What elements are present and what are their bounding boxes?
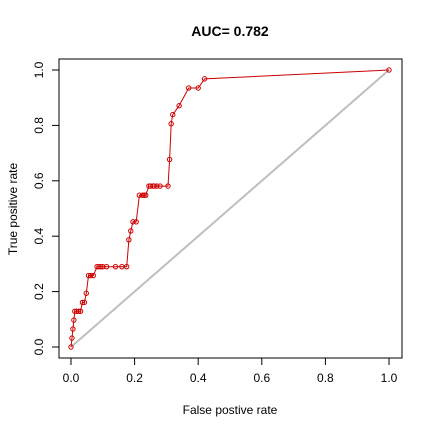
reference-diagonal: [70, 69, 390, 348]
roc-point: [185, 85, 192, 91]
plot-frame: [58, 58, 403, 359]
roc-point: [128, 228, 134, 234]
y-tick-label: 0.4: [32, 228, 46, 245]
roc-point: [70, 326, 76, 332]
roc-point: [100, 263, 106, 270]
roc-point: [195, 85, 201, 91]
roc-point: [94, 263, 100, 270]
x-tick-label: 1.0: [381, 371, 398, 385]
roc-point: [139, 192, 146, 198]
x-tick-label: 0.8: [317, 371, 334, 385]
roc-series: [68, 67, 392, 350]
roc-point: [81, 299, 88, 306]
roc-point: [88, 272, 94, 279]
roc-point: [123, 263, 130, 270]
x-tick-label: 0.6: [253, 371, 270, 385]
y-tick-label: 0.2: [32, 283, 46, 300]
roc-point: [165, 183, 171, 189]
roc-point: [71, 317, 77, 323]
roc-point: [77, 308, 84, 314]
roc-point: [83, 290, 89, 296]
roc-point: [130, 219, 136, 225]
x-axis-label: False postive rate: [183, 403, 278, 417]
roc-point: [96, 263, 102, 270]
roc-point: [143, 192, 149, 198]
roc-point: [126, 237, 132, 243]
y-tick-label: 0.8: [32, 117, 46, 134]
roc-point: [166, 156, 173, 163]
roc-point: [90, 272, 96, 279]
roc-point: [133, 219, 139, 225]
roc-point: [74, 308, 80, 314]
roc-point: [386, 67, 392, 73]
roc-point: [79, 299, 86, 306]
roc-curve: [70, 69, 390, 348]
roc-point: [69, 335, 75, 341]
roc-point: [75, 308, 82, 314]
roc-point: [112, 263, 119, 270]
roc-point: [154, 183, 160, 189]
roc-point: [201, 76, 208, 82]
y-tick-label: 0.6: [32, 172, 46, 189]
roc-point: [141, 192, 147, 198]
x-tick-label: 0.0: [63, 371, 80, 385]
roc-point: [176, 103, 182, 109]
roc-point: [157, 183, 163, 189]
roc-point: [151, 183, 158, 189]
roc-point: [147, 183, 154, 189]
y-axis-label: True positive rate: [6, 163, 20, 256]
x-tick-label: 0.2: [126, 371, 143, 385]
roc-point: [72, 308, 78, 314]
roc-point: [170, 111, 176, 118]
y-tick-label: 0.0: [32, 338, 46, 355]
roc-point: [98, 263, 104, 270]
x-tick-label: 0.4: [190, 371, 207, 385]
roc-point: [68, 344, 74, 350]
y-tick-label: 1.0: [32, 61, 46, 78]
roc-point: [168, 121, 174, 127]
diagonal-line: [70, 69, 390, 348]
chart-title: AUC= 0.782: [191, 23, 269, 39]
roc-point: [103, 263, 110, 270]
